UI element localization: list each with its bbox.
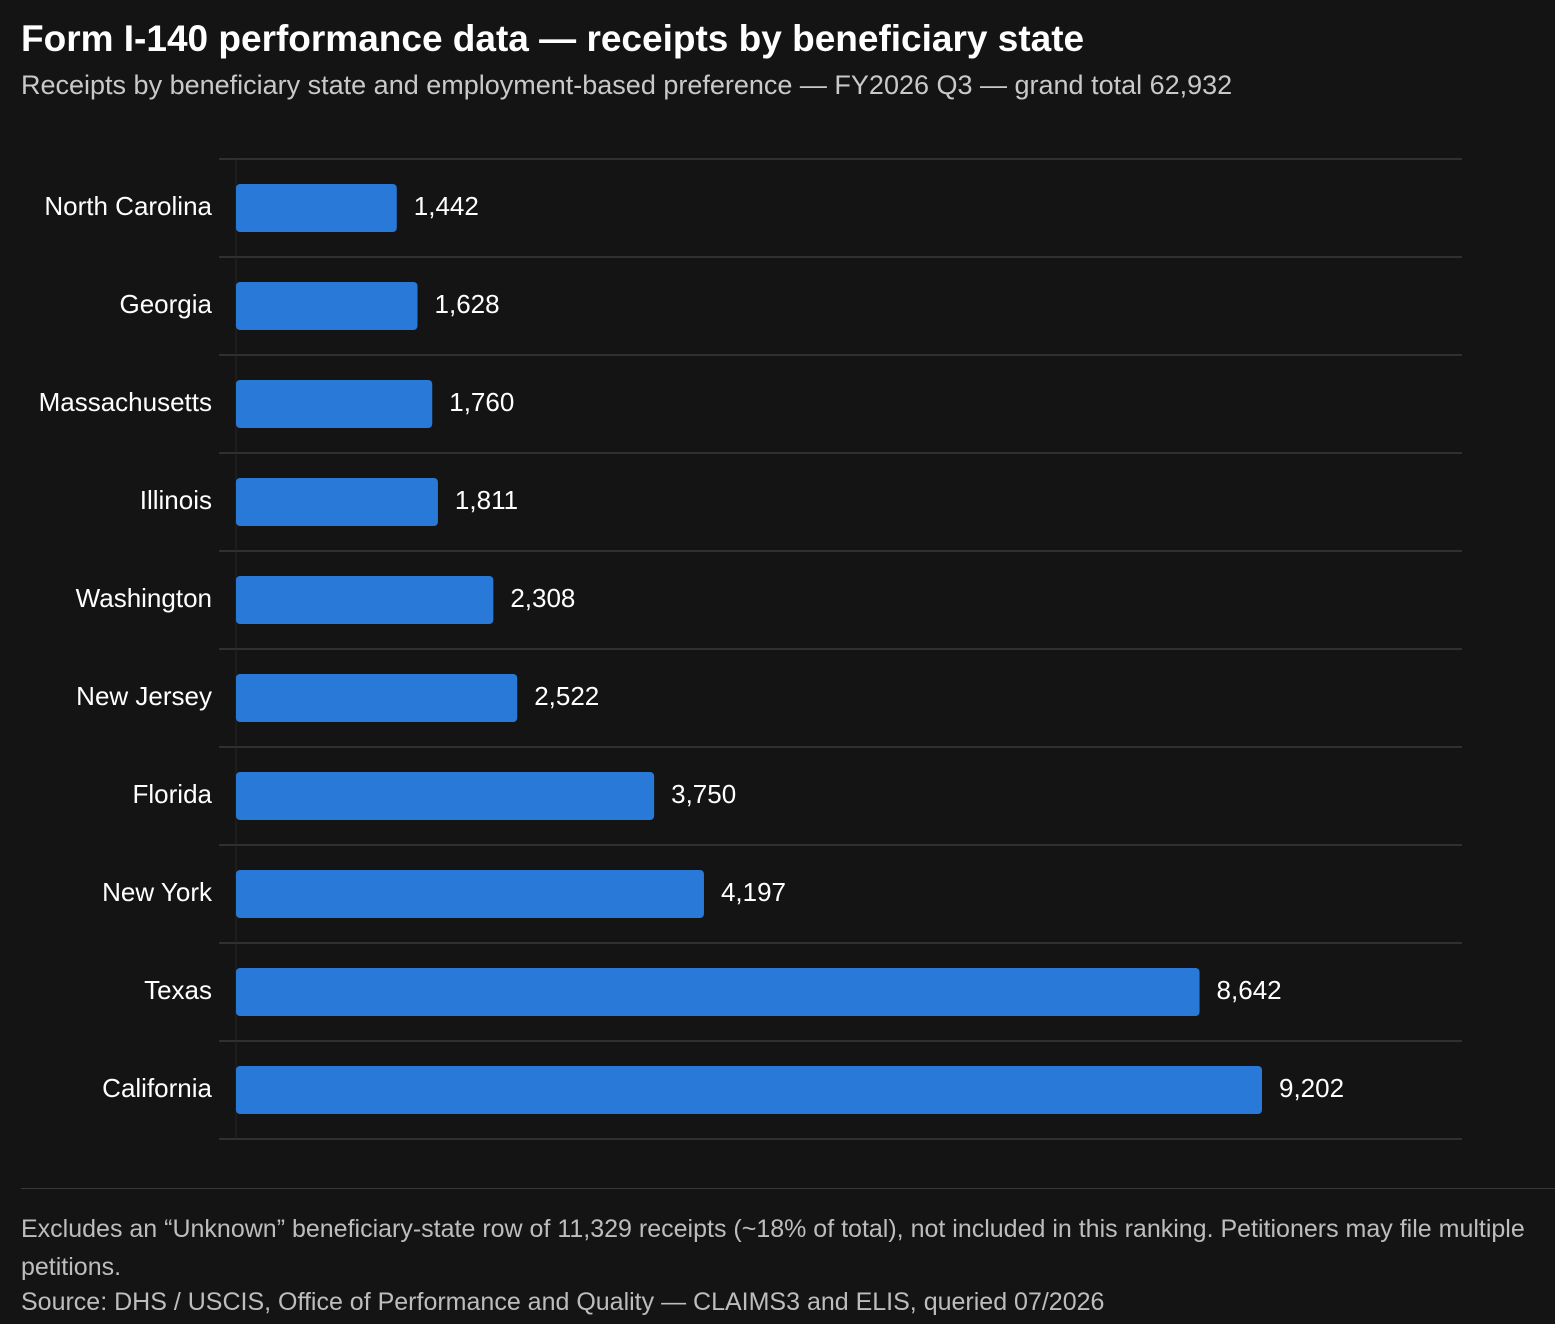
category-label: Washington: [76, 583, 212, 613]
value-label: 9,202: [1279, 1073, 1344, 1103]
chart-subtitle: Receipts by beneficiary state and employ…: [21, 70, 1233, 100]
category-label: Illinois: [140, 485, 212, 515]
category-label: Florida: [133, 779, 213, 809]
value-label: 2,308: [510, 583, 575, 613]
bar-chart: North Carolina 1,442 Georgia 1,628 Massachus…: [39, 158, 1462, 1140]
bar: [236, 772, 655, 820]
bar: [236, 674, 518, 722]
chart-title: Form I-140 performance data — receipts b…: [21, 18, 1085, 59]
bar: [236, 282, 418, 330]
footer-divider: [21, 1188, 1555, 1189]
bar: [236, 576, 494, 624]
bar: [236, 1066, 1262, 1114]
category-label: North Carolina: [44, 191, 212, 221]
value-label: 2,522: [534, 681, 599, 711]
value-label: 1,760: [449, 387, 514, 417]
bar: [236, 380, 433, 428]
bar: [236, 478, 438, 526]
category-label: Georgia: [120, 289, 213, 319]
category-label: Massachusetts: [39, 387, 212, 417]
footer-note: Excludes an “Unknown” beneficiary-state …: [21, 1215, 1525, 1281]
value-label: 3,750: [671, 779, 736, 809]
value-label: 1,628: [435, 289, 500, 319]
category-label: New York: [102, 877, 213, 907]
category-label: California: [102, 1073, 212, 1103]
category-label: New Jersey: [76, 681, 212, 711]
bar: [236, 184, 397, 232]
value-label: 4,197: [721, 877, 786, 907]
category-label: Texas: [144, 975, 212, 1005]
bar: [236, 870, 704, 918]
source-text: Source: DHS / USCIS, Office of Performan…: [21, 1288, 1105, 1316]
value-label: 1,442: [414, 191, 479, 221]
value-label: 8,642: [1217, 975, 1282, 1005]
bar: [236, 968, 1200, 1016]
value-label: 1,811: [455, 485, 518, 515]
